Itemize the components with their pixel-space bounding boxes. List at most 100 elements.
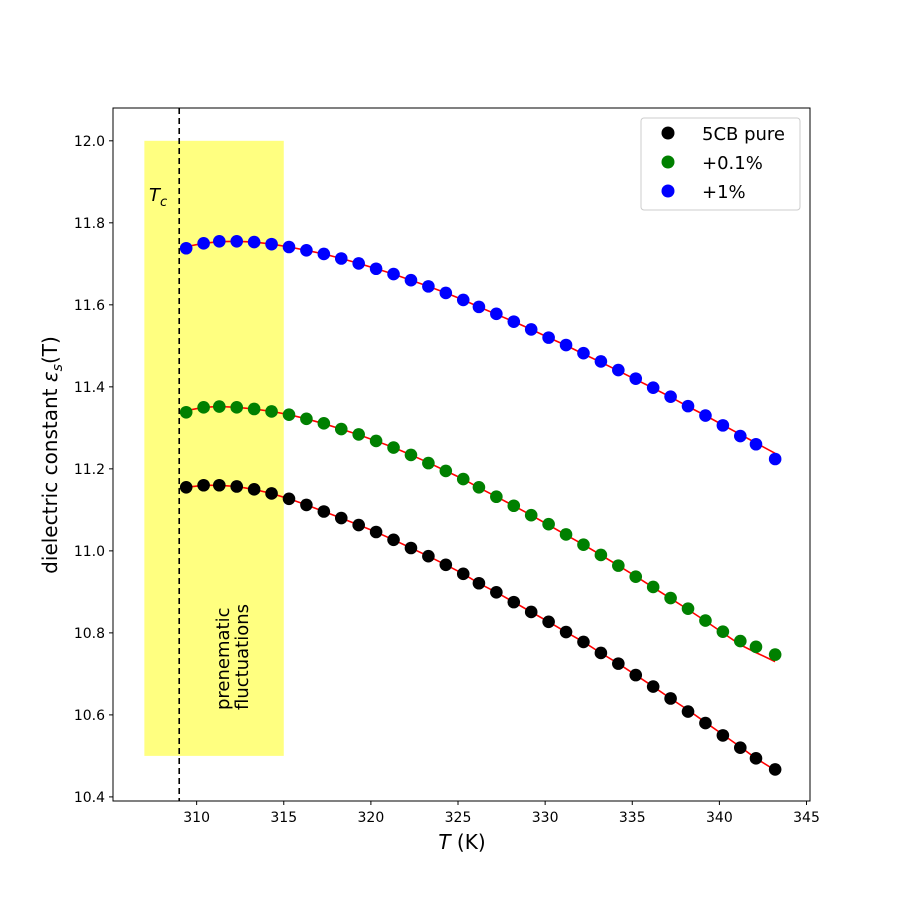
data-point-0-1pct [646, 580, 660, 594]
data-point-1pct [629, 372, 643, 385]
data-point-5cb-pure [197, 478, 210, 492]
x-tick-label: 345 [793, 810, 820, 826]
legend: 5CB pure +0.1% +1% [640, 117, 801, 211]
x-axis-title: T (K) [438, 830, 485, 854]
y-axis-ticks: 10.4 10.6 10.8 11.0 11.2 11.4 11.6 11.8 12.0 [74, 134, 113, 806]
x-tick-label: 310 [183, 810, 210, 826]
y-tick-label: 10.8 [74, 626, 105, 642]
region-label-line2: fluctuations [232, 604, 253, 710]
data-point-5cb-pure [594, 646, 608, 660]
x-tick-label: 325 [445, 810, 472, 826]
data-point-1pct [300, 243, 313, 257]
data-point-5cb-pure [387, 533, 400, 547]
data-point-5cb-pure [490, 585, 503, 599]
data-point-0-1pct [664, 591, 677, 605]
x-tick-label: 315 [270, 810, 297, 826]
data-point-1pct [542, 331, 555, 344]
data-point-0-1pct [699, 614, 712, 627]
data-point-5cb-pure [404, 541, 418, 555]
y-tick-label: 12.0 [74, 134, 105, 150]
legend-marker-5cb-pure [661, 126, 675, 140]
data-point-0-1pct [524, 508, 538, 522]
data-point-5cb-pure [317, 505, 331, 518]
data-point-0-1pct [594, 548, 608, 562]
data-point-5cb-pure [629, 668, 643, 682]
data-point-5cb-pure [265, 487, 278, 500]
data-point-5cb-pure [282, 492, 296, 506]
data-point-5cb-pure [681, 705, 695, 718]
data-point-1pct [749, 437, 763, 451]
data-point-5cb-pure [247, 483, 261, 496]
data-point-0-1pct [559, 528, 573, 541]
y-tick-label: 11.4 [74, 380, 105, 396]
plot-frame [112, 107, 811, 802]
y-tick-label: 10.6 [74, 708, 105, 724]
data-point-5cb-pure [559, 625, 573, 639]
data-point-1pct [594, 355, 608, 368]
data-point-1pct [734, 429, 747, 443]
data-point-1pct [490, 307, 503, 321]
data-point-5cb-pure [369, 525, 383, 539]
data-point-1pct [265, 237, 278, 251]
data-point-1pct [507, 315, 521, 328]
data-point-1pct [369, 262, 383, 276]
y-tick-label: 11.0 [74, 544, 105, 560]
y-axis-title: dielectric constant εs(T) [38, 336, 66, 574]
data-point-0-1pct [749, 640, 763, 654]
data-point-5cb-pure [646, 680, 660, 693]
data-point-0-1pct [352, 428, 365, 441]
x-axis-ticks: 310 315 320 325 330 335 340 345 [183, 801, 820, 826]
data-point-1pct [524, 323, 538, 336]
region-label-line1: prenematic [213, 607, 234, 710]
data-point-1pct [387, 267, 400, 281]
data-point-1pct [439, 286, 453, 300]
data-point-1pct [646, 381, 660, 394]
y-tick-label: 11.8 [74, 216, 105, 232]
legend-label-0-1pct: +0.1% [702, 153, 763, 174]
data-point-0-1pct [300, 412, 313, 426]
data-point-5cb-pure [507, 595, 521, 609]
data-point-0-1pct [456, 472, 470, 486]
data-point-1pct [334, 252, 348, 265]
data-point-1pct [422, 280, 435, 293]
data-points [179, 234, 782, 776]
x-tick-label: 340 [706, 810, 733, 826]
data-point-1pct [664, 390, 677, 403]
data-point-5cb-pure [422, 549, 435, 563]
data-point-1pct [559, 338, 573, 352]
data-point-1pct [768, 452, 782, 466]
data-point-5cb-pure [664, 692, 677, 705]
data-point-0-1pct [490, 490, 503, 504]
data-point-5cb-pure [749, 752, 763, 765]
data-point-5cb-pure [542, 615, 555, 629]
data-point-0-1pct [472, 481, 486, 494]
data-point-5cb-pure [439, 558, 453, 572]
data-point-0-1pct [230, 401, 244, 414]
data-point-1pct [472, 300, 486, 314]
data-point-5cb-pure [734, 741, 747, 754]
data-point-1pct [352, 257, 365, 270]
data-point-1pct [230, 234, 244, 248]
data-point-1pct [282, 240, 296, 254]
x-tick-label: 330 [532, 810, 559, 826]
y-tick-label: 11.6 [74, 298, 105, 314]
data-point-1pct [404, 273, 418, 287]
data-point-5cb-pure [472, 576, 486, 590]
data-point-1pct [612, 363, 625, 377]
y-tick-label: 11.2 [74, 462, 105, 478]
legend-label-5cb-pure: 5CB pure [702, 124, 785, 145]
data-point-5cb-pure [699, 716, 712, 730]
data-point-1pct [197, 237, 210, 250]
data-point-0-1pct [334, 422, 348, 436]
data-point-5cb-pure [768, 763, 782, 776]
data-point-0-1pct [716, 625, 730, 638]
data-point-0-1pct [265, 405, 278, 418]
data-point-0-1pct [629, 570, 643, 583]
data-point-1pct [716, 419, 730, 432]
data-point-5cb-pure [456, 567, 470, 581]
x-tick-label: 320 [358, 810, 385, 826]
data-point-0-1pct [439, 464, 453, 478]
data-point-0-1pct [212, 400, 226, 413]
data-point-1pct [681, 399, 695, 413]
data-point-1pct [577, 346, 590, 360]
